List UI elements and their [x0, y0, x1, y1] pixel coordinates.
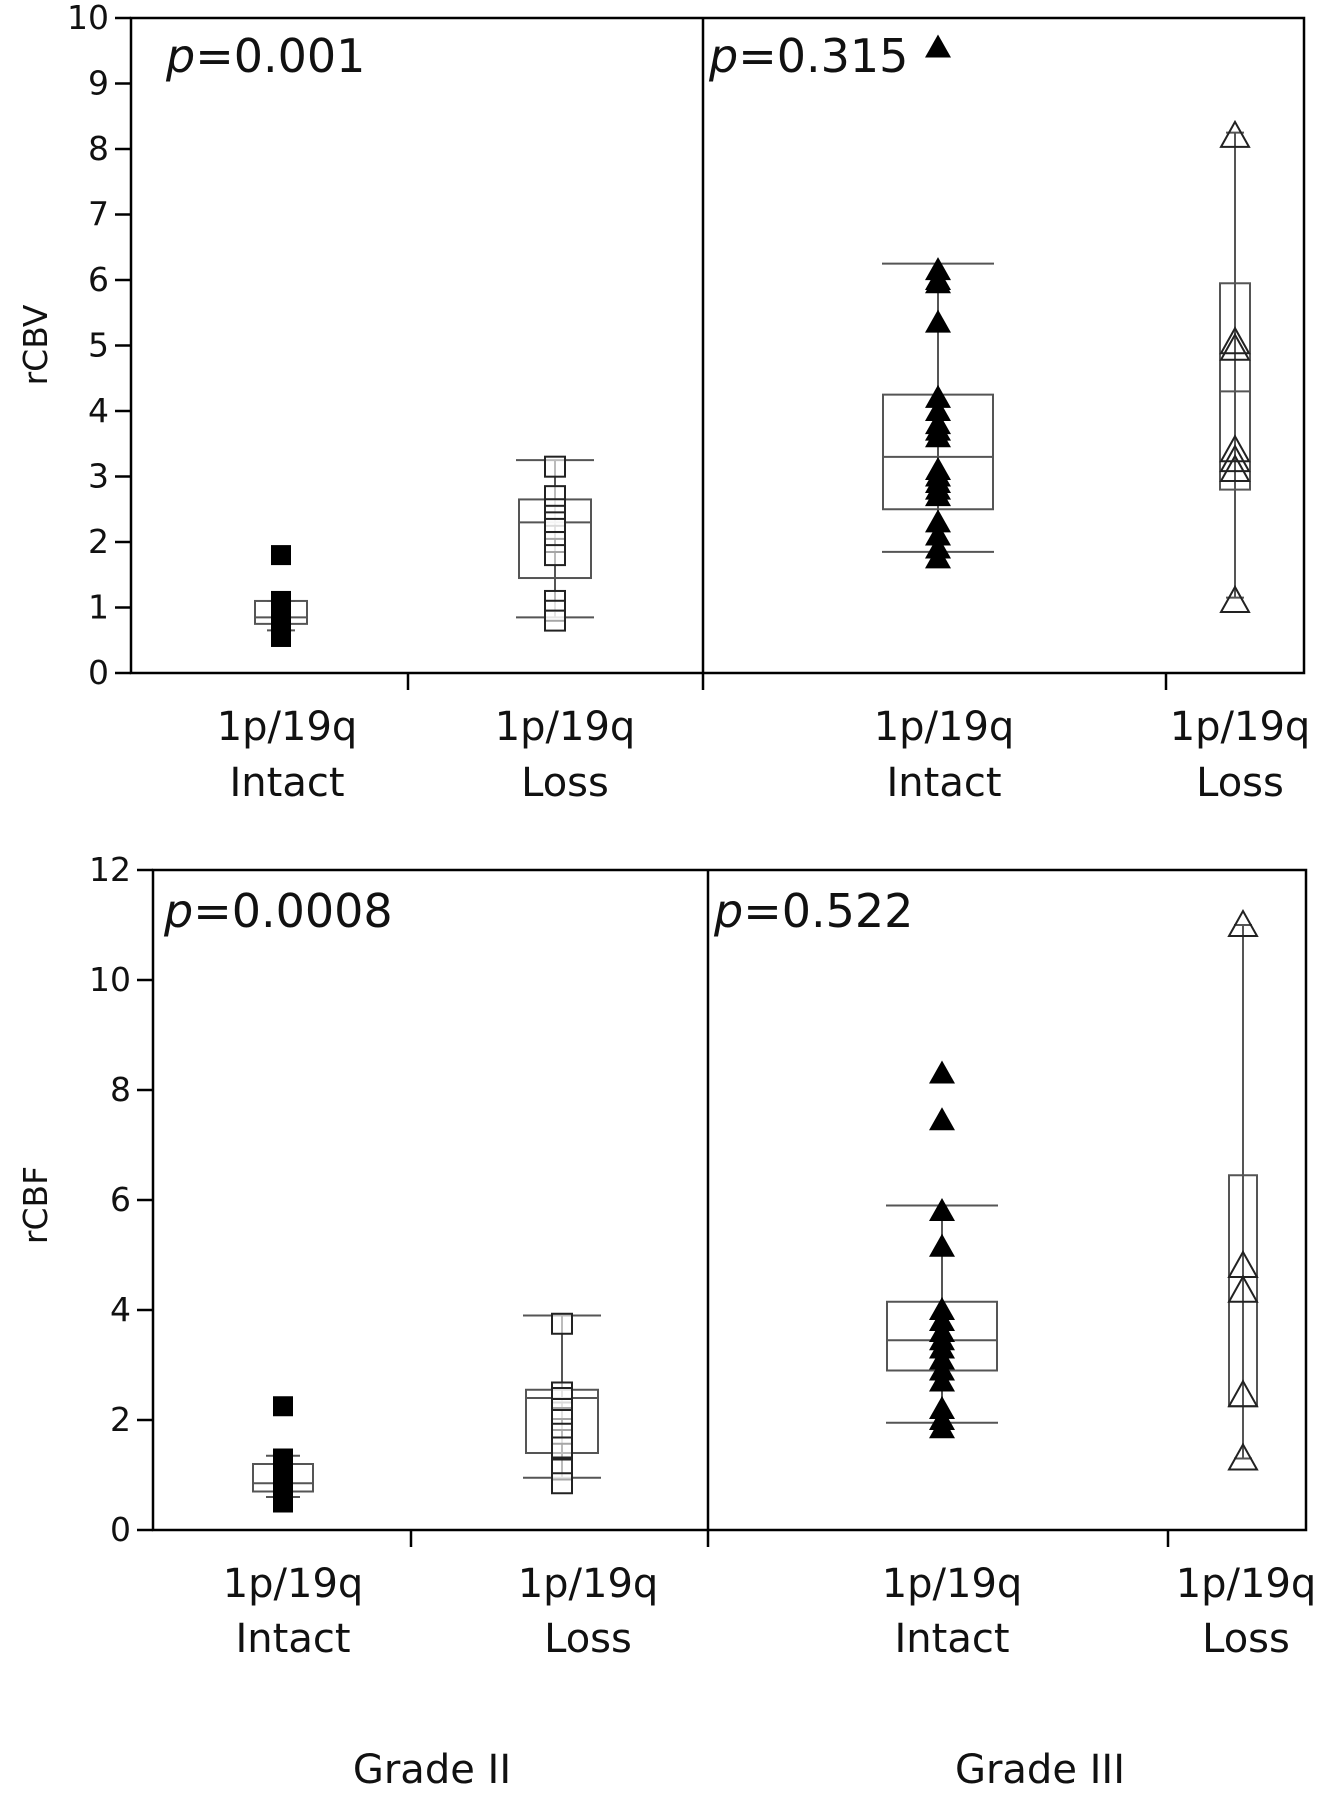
- rcbv-grade2-intact-label-line2: Intact: [229, 760, 344, 806]
- data-point: [551, 1472, 573, 1495]
- data-point: [925, 309, 951, 333]
- data-point: [929, 1415, 955, 1439]
- data-point: [929, 1233, 955, 1257]
- data-point: [925, 398, 951, 421]
- rcbf-y-tick-label: 8: [110, 1070, 131, 1109]
- rcbf-y-tick-label: 6: [110, 1180, 131, 1219]
- data-point: [271, 545, 291, 566]
- rcbv-y-tick-label: 3: [88, 457, 109, 496]
- rcbf-grade2-intact-label-line2: Intact: [235, 1616, 350, 1662]
- rcbv-grade3-loss-group: [1219, 119, 1251, 613]
- data-point: [1227, 908, 1259, 937]
- rcbf-grade3-loss-label-line2: Loss: [1202, 1616, 1290, 1662]
- data-point: [271, 626, 291, 647]
- rcbv-plot-frame: [129, 16, 1306, 675]
- data-point: [273, 1396, 293, 1417]
- data-point: [551, 1436, 573, 1459]
- data-point: [929, 1368, 955, 1392]
- rcbv-grade3-intact-group: [882, 34, 994, 569]
- rcbv-y-tick-label: 1: [88, 588, 109, 627]
- rcbv-chart: 0 1 2 3 4 5 6 7 8 9 10 rCBV p=0.001 p=0.315 1p/19q…: [16, 0, 1310, 806]
- rcbv-y-tick-label: 9: [88, 64, 109, 103]
- rcbf-y-tick-label: 10: [89, 960, 131, 999]
- data-point: [544, 544, 566, 567]
- rcbv-y-tick-label: 8: [88, 129, 109, 168]
- data-point: [925, 483, 951, 507]
- data-point: [1219, 119, 1251, 148]
- rcbf-grade2-loss-label-line2: Loss: [544, 1616, 632, 1662]
- data-point: [929, 1060, 955, 1084]
- rcbf-grade2-loss-group: [523, 1312, 601, 1495]
- data-point: [925, 522, 951, 546]
- data-point: [273, 1492, 293, 1513]
- rcbf-grade3-intact-label-line1: 1p/19q: [882, 1561, 1023, 1607]
- rcbv-grade2-loss-label-line2: Loss: [521, 760, 609, 806]
- rcbf-y-axis: 0 2 4 6 8 10 12: [89, 850, 153, 1549]
- rcbv-y-tick-label: 6: [88, 260, 109, 299]
- rcbf-plot-frame: [151, 868, 1308, 1532]
- grade-ii-label: Grade II: [353, 1747, 511, 1793]
- data-point: [925, 270, 951, 294]
- data-point: [925, 424, 951, 448]
- rcbv-grade3-loss-label-line2: Loss: [1196, 760, 1284, 806]
- rcbf-grade3-intact-group: [886, 1060, 998, 1439]
- data-point: [1227, 1274, 1259, 1303]
- rcbf-grade2-intact-group: [252, 1396, 314, 1513]
- data-point: [1227, 1379, 1259, 1408]
- data-point: [1219, 332, 1251, 361]
- rcbv-y-axis: 0 1 2 3 4 5 6 7 8 9 10: [67, 0, 131, 692]
- rcbv-grade3-pvalue: p=0.315: [708, 29, 908, 83]
- rcbf-y-tick-label: 12: [89, 850, 131, 889]
- data-point: [1219, 326, 1251, 355]
- rcbv-grade2-loss-label-line1: 1p/19q: [495, 704, 636, 750]
- rcbf-grade3-pvalue: p=0.522: [713, 884, 913, 938]
- data-point: [925, 384, 951, 408]
- data-point: [1219, 453, 1251, 482]
- rcbf-grade3-intact-label-line2: Intact: [894, 1616, 1009, 1662]
- rcbf-grade2-pvalue: p=0.0008: [163, 884, 393, 938]
- rcbf-grade3-loss-label-line1: 1p/19q: [1176, 1561, 1317, 1607]
- data-point: [1227, 1442, 1259, 1471]
- data-point: [544, 455, 566, 478]
- data-point: [925, 509, 951, 533]
- rcbv-grade2-intact-group: [254, 545, 308, 647]
- data-point: [929, 1107, 955, 1131]
- data-point: [925, 545, 951, 569]
- rcbf-grade2-intact-label-line1: 1p/19q: [223, 1561, 364, 1607]
- rcbf-grade3-loss-group: [1227, 908, 1259, 1471]
- rcbv-y-tick-label: 10: [67, 0, 109, 37]
- rcbf-y-tick-label: 4: [110, 1290, 131, 1329]
- rcbf-grade2-loss-label-line1: 1p/19q: [518, 1561, 659, 1607]
- rcbv-grade3-intact-label-line2: Intact: [886, 760, 1001, 806]
- data-point: [1219, 434, 1251, 463]
- data-point: [1219, 584, 1251, 613]
- rcbv-grade2-pvalue: p=0.001: [165, 29, 365, 83]
- rcbv-grade2-intact-label-line1: 1p/19q: [217, 704, 358, 750]
- rcbv-y-tick-label: 0: [88, 653, 109, 692]
- rcbv-y-axis-label: rCBV: [16, 304, 55, 385]
- rcbv-y-tick-label: 7: [88, 195, 109, 234]
- data-point: [551, 1312, 573, 1335]
- data-point: [544, 609, 566, 632]
- rcbv-grade3-loss-label-line1: 1p/19q: [1170, 704, 1311, 750]
- grade-iii-label: Grade III: [955, 1747, 1125, 1793]
- rcbv-y-tick-label: 4: [88, 391, 109, 430]
- rcbf-y-tick-label: 0: [110, 1510, 131, 1549]
- rcbf-y-tick-label: 2: [110, 1400, 131, 1439]
- data-point: [925, 34, 951, 58]
- box-iqr: [1219, 282, 1251, 491]
- data-point: [929, 1198, 955, 1221]
- rcbf-chart: 0 2 4 6 8 10 12 rCBF p=0.0008 p=0.522 1p/19q I…: [16, 850, 1316, 1662]
- rcbv-grade2-loss-group: [516, 455, 594, 632]
- rcbv-y-tick-label: 2: [88, 522, 109, 561]
- rcbf-y-axis-label: rCBF: [16, 1166, 55, 1244]
- data-point: [1219, 444, 1251, 473]
- rcbv-y-tick-label: 5: [88, 326, 109, 365]
- rcbv-grade3-intact-label-line1: 1p/19q: [874, 704, 1015, 750]
